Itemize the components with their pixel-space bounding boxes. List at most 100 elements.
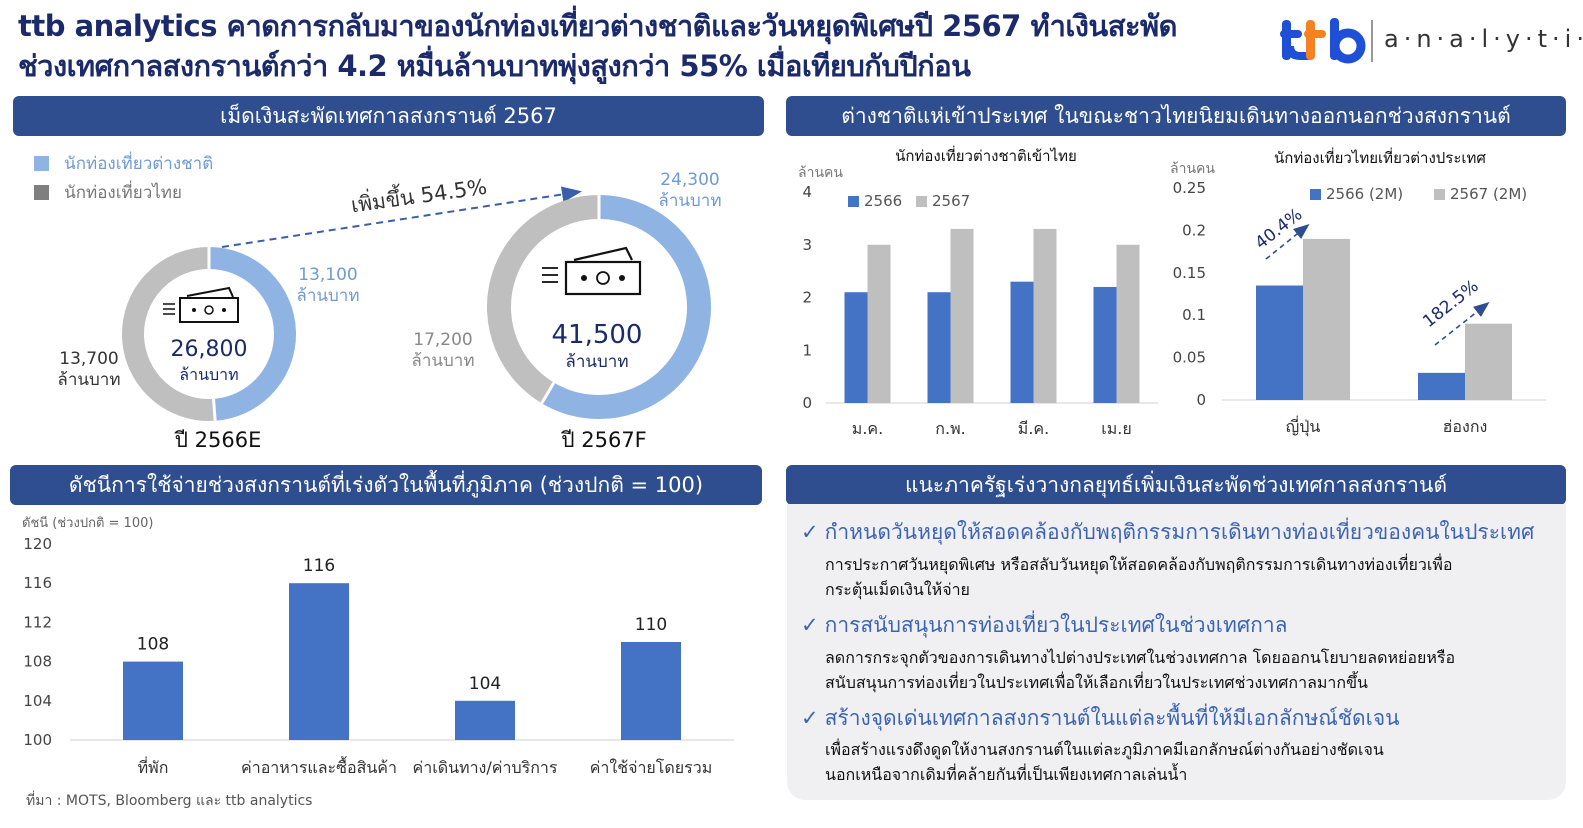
spending-index-chart: ดัชนี (ช่วงปกติ = 100) 100 104 108 112 116 12… xyxy=(22,515,734,777)
right-chart-xtick: ญี่ปุ่น xyxy=(1286,415,1321,437)
donut-2567-unit: ล้านบาท xyxy=(565,352,628,372)
right-chart-legend-label: 2567 (2M) xyxy=(1450,185,1527,203)
right-chart-legend: 2566 (2M) 2567 (2M) xyxy=(1310,185,1527,203)
index-chart-ytick: 116 xyxy=(23,574,52,592)
right-chart-axis: 0 0.05 0.1 0.15 0.2 0.25 ญี่ปุ่น ฮ่องกง xyxy=(1173,179,1546,437)
index-chart-ytick: 112 xyxy=(23,613,52,631)
left-chart-xtick: ม.ค. xyxy=(852,419,883,438)
donut-2567-foreign-value: 24,300 xyxy=(660,170,719,190)
donut-2567-thai-arc xyxy=(487,195,600,404)
right-chart-bar xyxy=(1256,285,1303,400)
title-line-2: ช่วงเทศกาลสงกรานต์กว่า 4.2 หมื่นล้านบาทพ… xyxy=(18,49,971,83)
policy-item-1-title: ✓ กำหนดวันหยุดให้สอดคล้องกับพฤติกรรมการเด… xyxy=(801,516,1534,549)
index-chart-ytick: 100 xyxy=(23,731,52,749)
check-icon: ✓ xyxy=(801,613,819,637)
policy-2-title-text: การสนับสนุนการท่องเที่ยวในประเทศในช่วงเท… xyxy=(824,613,1288,637)
donut-2566-foreign-unit: ล้านบาท xyxy=(296,286,359,306)
index-chart-bar xyxy=(123,661,183,740)
index-chart-ytick: 120 xyxy=(23,535,52,553)
right-chart-bar xyxy=(1465,323,1512,400)
index-chart-xtick: ค่าอาหารและซื้อสินค้า xyxy=(241,756,397,777)
legend-label-thai: นักท่องเที่ยวไทย xyxy=(64,183,182,203)
policy-item-3-title: ✓ สร้างจุดเด่นเทศกาลสงกรานต์ในแต่ละพื้นที… xyxy=(801,702,1400,735)
growth-label: เพิ่มขึ้น 54.5% xyxy=(349,172,488,218)
japan-growth-label: 40.4% xyxy=(1251,205,1306,254)
page-title: ttb analytics คาดการกลับมาของนักท่องเที่… xyxy=(18,6,1268,86)
left-chart-bar xyxy=(1033,228,1057,403)
policy-2-line-1: ลดการกระจุกตัวของการเดินทางไปต่างประเทศใ… xyxy=(825,648,1456,667)
left-chart-bar xyxy=(927,292,951,403)
left-chart-ytick: 1 xyxy=(802,341,812,359)
check-icon: ✓ xyxy=(801,520,819,544)
money-icon-2566 xyxy=(163,286,239,323)
hk-growth-label: 182.5% xyxy=(1419,276,1482,332)
right-chart-legend-label: 2566 (2M) xyxy=(1326,185,1403,203)
panel2-header: ต่างชาติแห่เข้าประเทศ ในขณะชาวไทยนิยมเดิ… xyxy=(786,96,1566,136)
tourist-charts: นักท่องเที่ยวต่างชาติเข้าไทย ล้านคน 0 1 2 3… xyxy=(798,145,1546,438)
left-chart-bars xyxy=(844,228,1140,403)
logo-divider xyxy=(1371,20,1373,62)
policy-item-1-body: การประกาศวันหยุดพิเศษ หรือสลับวันหยุดให้… xyxy=(825,552,1555,602)
left-chart-bar xyxy=(844,292,868,403)
growth-arrow xyxy=(221,186,582,248)
policy-1-title-text: กำหนดวันหยุดให้สอดคล้องกับพฤติกรรมการเดิ… xyxy=(824,520,1535,544)
left-chart-bar xyxy=(950,228,974,403)
money-icon-2567 xyxy=(542,246,642,296)
legend-foreign: นักท่องเที่ยวต่างชาติ xyxy=(34,150,213,177)
donut-2567-foreign-unit: ล้านบาท xyxy=(658,191,721,211)
index-chart-ytick: 108 xyxy=(23,653,52,671)
donut-2566-unit: ล้านบาท xyxy=(179,365,238,384)
donut-charts: เพิ่มขึ้น 54.5% 26,800 ล้านบาท 13,100 ล้… xyxy=(57,170,721,452)
title-line-1: ttb analytics คาดการกลับมาของนักท่องเที่… xyxy=(18,9,1177,43)
legend-swatch-foreign xyxy=(34,156,49,171)
donut-2566-thai-arc xyxy=(122,247,216,421)
donut-2566-total: 26,800 xyxy=(171,337,248,362)
left-chart-xtick: ก.พ. xyxy=(935,419,965,438)
index-chart-axis: 100 104 108 112 116 120 ที่พัก ค่าอาหารและซื้อส… xyxy=(23,535,734,777)
donut-2567-foreign-arc xyxy=(541,195,711,419)
index-chart-value-label: 116 xyxy=(303,556,335,576)
left-chart-ytick: 0 xyxy=(802,394,812,412)
left-chart-legend-label: 2566 xyxy=(864,192,902,210)
left-chart-legend-label: 2567 xyxy=(932,192,970,210)
panel4-header: แนะภาครัฐเร่งวางกลยุทธ์เพิ่มเงินสะพัดช่ว… xyxy=(786,465,1566,505)
index-chart-bar xyxy=(289,583,349,740)
ttb-logo-mark xyxy=(1280,18,1366,64)
donut-2566-thai-value: 13,700 xyxy=(59,349,118,369)
donut-2567-thai-unit: ล้านบาท xyxy=(411,351,474,371)
index-chart-bars: 108 116 104 110 xyxy=(123,556,681,740)
donut-2567-total: 41,500 xyxy=(552,320,643,350)
logo-text: a·n·a·l·y·t·i·c·s xyxy=(1384,25,1583,53)
policy-1-line-2: กระตุ้นเม็ดเงินให้จ่าย xyxy=(825,580,970,599)
right-chart-ytick: 0.1 xyxy=(1182,306,1206,324)
donut-2566-year: ปี 2566E xyxy=(174,428,261,452)
left-chart-bar xyxy=(1116,244,1140,403)
legend-label-foreign: นักท่องเที่ยวต่างชาติ xyxy=(64,154,214,174)
right-chart-bar xyxy=(1303,238,1350,400)
left-chart-bar xyxy=(1093,286,1117,403)
left-chart-ytick: 2 xyxy=(802,289,812,307)
donut-2566-thai-unit: ล้านบาท xyxy=(57,370,120,390)
right-chart-ytick: 0.25 xyxy=(1173,179,1206,197)
index-chart-xtick: ค่าใช้จ่ายโดยรวม xyxy=(590,758,713,777)
right-chart-unit: ล้านคน xyxy=(1170,161,1215,177)
index-chart-value-label: 104 xyxy=(469,674,501,694)
donut-2567-thai-value: 17,200 xyxy=(413,330,472,350)
policy-3-line-2: นอกเหนือจากเดิมที่คล้ายกันที่เป็นเพียงเท… xyxy=(825,765,1188,784)
right-chart-bar xyxy=(1418,372,1465,400)
left-chart-title: นักท่องเที่ยวต่างชาติเข้าไทย xyxy=(895,145,1077,165)
policy-1-line-1: การประกาศวันหยุดพิเศษ หรือสลับวันหยุดให้… xyxy=(825,555,1453,574)
policy-item-2-title: ✓ การสนับสนุนการท่องเที่ยวในประเทศในช่วงเ… xyxy=(801,609,1288,642)
left-chart-bar xyxy=(1010,281,1034,403)
legend-swatch-thai xyxy=(34,185,49,200)
left-chart-bar xyxy=(867,244,891,403)
donut-2566 xyxy=(122,247,296,421)
hk-growth-arrow xyxy=(1434,302,1490,346)
right-chart-title: นักท่องเที่ยวไทยเที่ยวต่างประเทศ xyxy=(1274,147,1486,167)
right-chart-ytick: 0.2 xyxy=(1182,221,1206,239)
left-chart-unit: ล้านคน xyxy=(798,165,843,181)
index-axis-title: ดัชนี (ช่วงปกติ = 100) xyxy=(22,515,153,531)
right-chart-ytick: 0.05 xyxy=(1173,349,1206,367)
index-chart-bar xyxy=(621,642,681,740)
source-note: ที่มา : MOTS, Bloomberg และ ttb analytic… xyxy=(26,793,313,809)
